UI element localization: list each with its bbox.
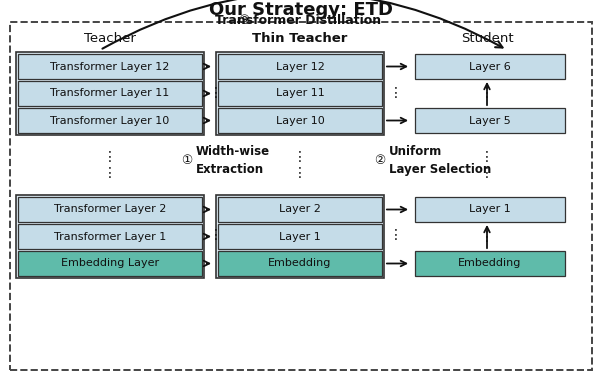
Text: Layer 1: Layer 1 bbox=[469, 204, 511, 215]
FancyBboxPatch shape bbox=[218, 54, 382, 79]
Text: ⋮: ⋮ bbox=[103, 165, 117, 180]
FancyBboxPatch shape bbox=[18, 54, 202, 79]
FancyBboxPatch shape bbox=[216, 195, 384, 278]
Text: Transformer Layer 10: Transformer Layer 10 bbox=[51, 115, 170, 126]
FancyBboxPatch shape bbox=[415, 251, 565, 276]
FancyBboxPatch shape bbox=[16, 195, 204, 278]
FancyBboxPatch shape bbox=[218, 108, 382, 133]
FancyBboxPatch shape bbox=[216, 52, 384, 135]
Text: Embedding: Embedding bbox=[268, 259, 332, 269]
Text: ②: ② bbox=[374, 154, 385, 167]
Text: Layer 11: Layer 11 bbox=[276, 89, 324, 99]
FancyBboxPatch shape bbox=[16, 52, 204, 135]
FancyBboxPatch shape bbox=[18, 251, 202, 276]
Text: Thin Teacher: Thin Teacher bbox=[252, 31, 348, 44]
Text: Width-wise
Extraction: Width-wise Extraction bbox=[196, 145, 270, 176]
Text: ⋮: ⋮ bbox=[103, 149, 117, 163]
Text: ⋮: ⋮ bbox=[480, 165, 494, 180]
Text: ①: ① bbox=[181, 154, 192, 167]
Text: ⋮: ⋮ bbox=[209, 86, 223, 99]
Text: ⋮: ⋮ bbox=[389, 228, 403, 243]
FancyBboxPatch shape bbox=[18, 81, 202, 106]
FancyBboxPatch shape bbox=[415, 108, 565, 133]
FancyBboxPatch shape bbox=[18, 197, 202, 222]
FancyBboxPatch shape bbox=[218, 81, 382, 106]
Text: ⋮: ⋮ bbox=[293, 165, 307, 180]
Text: Layer 6: Layer 6 bbox=[469, 62, 511, 71]
Text: Transformer Layer 12: Transformer Layer 12 bbox=[51, 62, 170, 71]
Text: Our Strategy: ETD: Our Strategy: ETD bbox=[209, 1, 393, 19]
Text: Transformer Layer 11: Transformer Layer 11 bbox=[51, 89, 170, 99]
FancyBboxPatch shape bbox=[218, 197, 382, 222]
FancyBboxPatch shape bbox=[218, 251, 382, 276]
Text: Teacher: Teacher bbox=[84, 31, 136, 44]
Text: Layer 2: Layer 2 bbox=[279, 204, 321, 215]
Text: Transformer Layer 2: Transformer Layer 2 bbox=[54, 204, 166, 215]
Text: Layer 5: Layer 5 bbox=[469, 115, 511, 126]
FancyBboxPatch shape bbox=[415, 54, 565, 79]
Text: Student: Student bbox=[461, 31, 514, 44]
Text: ⋮: ⋮ bbox=[480, 86, 494, 100]
Text: ③: ③ bbox=[238, 13, 249, 26]
FancyBboxPatch shape bbox=[18, 108, 202, 133]
FancyBboxPatch shape bbox=[218, 224, 382, 249]
Text: ⋮: ⋮ bbox=[293, 149, 307, 163]
Text: ⋮: ⋮ bbox=[209, 228, 223, 243]
Text: Embedding: Embedding bbox=[458, 259, 522, 269]
Text: ⋮: ⋮ bbox=[389, 86, 403, 99]
Text: Layer 1: Layer 1 bbox=[279, 231, 321, 241]
Text: Embedding Layer: Embedding Layer bbox=[61, 259, 159, 269]
Text: Layer 12: Layer 12 bbox=[276, 62, 324, 71]
Text: ⋮: ⋮ bbox=[480, 149, 494, 163]
Text: Layer 10: Layer 10 bbox=[276, 115, 324, 126]
Text: Transformer Layer 1: Transformer Layer 1 bbox=[54, 231, 166, 241]
Text: ⋮: ⋮ bbox=[480, 230, 494, 243]
FancyBboxPatch shape bbox=[415, 197, 565, 222]
Text: Transformer Distillation: Transformer Distillation bbox=[216, 13, 382, 26]
FancyBboxPatch shape bbox=[18, 224, 202, 249]
Text: Uniform
Layer Selection: Uniform Layer Selection bbox=[389, 145, 491, 176]
